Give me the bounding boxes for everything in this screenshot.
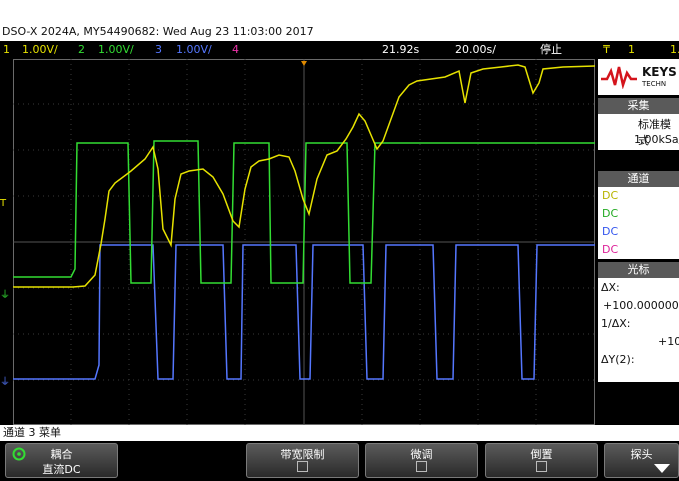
channel-2-trace bbox=[13, 140, 595, 284]
waveform-graticule-svg bbox=[13, 59, 595, 425]
acquisition-header: 采集 bbox=[598, 98, 679, 114]
trigger-source[interactable]: 1 bbox=[628, 43, 635, 56]
channel-2-coupling: DC bbox=[602, 207, 619, 220]
softkey-bar: 通道 3 菜单 耦合 直流DC 带宽限制 微调 倒置 探头 bbox=[0, 425, 679, 481]
invert-label: 倒置 bbox=[530, 448, 553, 461]
trigger-position-marker bbox=[301, 61, 307, 66]
waveform-display[interactable] bbox=[13, 59, 595, 425]
coupling-label: 耦合 bbox=[50, 448, 73, 461]
cursor-inverse-dx-value: +10 bbox=[658, 335, 679, 348]
coupling-softkey[interactable]: 耦合 直流DC bbox=[5, 443, 118, 478]
cursor-dx-value: +100.000000 bbox=[603, 299, 679, 312]
channel-1-scale[interactable]: 1.00V/ bbox=[22, 43, 58, 56]
channel-3-trace bbox=[13, 244, 595, 380]
trigger-mode-icon: ₸ bbox=[603, 43, 610, 56]
cursor-dx-label: ΔX: bbox=[601, 281, 620, 294]
brand-sub-text: TECHN bbox=[642, 80, 667, 88]
bandwidth-limit-label: 带宽限制 bbox=[280, 448, 325, 461]
keysight-wave-icon bbox=[601, 66, 637, 89]
channel-4-number[interactable]: 4 bbox=[232, 43, 239, 56]
channel-2-number[interactable]: 2 bbox=[78, 43, 85, 56]
right-info-panel: KEYS TECHN 采集 标准模式 1.00kSa/ 通道 DC DC DC … bbox=[598, 59, 679, 425]
status-bar: 1 1.00V/ 2 1.00V/ 3 1.00V/ 4 21.92s 20.0… bbox=[0, 41, 679, 59]
trigger-level-marker[interactable]: T bbox=[0, 198, 7, 209]
bandwidth-limit-checkbox[interactable] bbox=[296, 461, 308, 472]
info-bar: DSO-X 2024A, MY54490682: Wed Aug 23 11:0… bbox=[0, 22, 679, 41]
brand-logo-text: KEYS bbox=[642, 65, 677, 79]
channel-3-coupling: DC bbox=[602, 225, 619, 238]
invert-softkey[interactable]: 倒置 bbox=[485, 443, 598, 478]
channel-1-coupling: DC bbox=[602, 189, 619, 202]
bandwidth-limit-softkey[interactable]: 带宽限制 bbox=[246, 443, 359, 478]
channel-3-ground-marker[interactable]: ⏚ bbox=[0, 377, 10, 388]
probe-label: 探头 bbox=[630, 448, 653, 461]
coupling-value: 直流DC bbox=[42, 463, 81, 476]
cursor-readout[interactable]: ΔX: +100.000000 1/ΔX: +10 ΔY(2): bbox=[598, 278, 679, 382]
fine-adjust-checkbox[interactable] bbox=[415, 461, 427, 472]
channel-1-trace bbox=[13, 64, 595, 288]
run-state[interactable]: 停止 bbox=[540, 43, 562, 56]
acquisition-body[interactable]: 标准模式 1.00kSa/ bbox=[598, 114, 679, 150]
fine-adjust-softkey[interactable]: 微调 bbox=[365, 443, 478, 478]
channel-panel-header: 通道 bbox=[598, 171, 679, 187]
channel-coupling-list[interactable]: DC DC DC DC bbox=[598, 187, 679, 259]
channel-3-scale[interactable]: 1.00V/ bbox=[176, 43, 212, 56]
timebase-delay[interactable]: 21.92s bbox=[382, 43, 420, 56]
entry-knob-icon bbox=[12, 447, 26, 461]
channel-1-number[interactable]: 1 bbox=[3, 43, 10, 56]
channel-2-ground-marker[interactable]: ⏚ bbox=[0, 290, 10, 301]
cursor-inverse-dx-label: 1/ΔX: bbox=[601, 317, 631, 330]
probe-softkey[interactable]: 探头 bbox=[604, 443, 679, 478]
keysight-logo: KEYS TECHN bbox=[598, 59, 679, 95]
invert-checkbox[interactable] bbox=[535, 461, 547, 472]
menu-title: 通道 3 菜单 bbox=[0, 425, 679, 441]
channel-2-scale[interactable]: 1.00V/ bbox=[98, 43, 134, 56]
sample-rate: 1.00kSa/ bbox=[634, 133, 679, 146]
timebase-scale[interactable]: 20.00s/ bbox=[455, 43, 496, 56]
channel-3-number[interactable]: 3 bbox=[155, 43, 162, 56]
trigger-level[interactable]: 1. bbox=[670, 43, 679, 56]
acquisition-mode: 标准模式 bbox=[638, 118, 671, 147]
device-title: DSO-X 2024A, MY54490682: Wed Aug 23 11:0… bbox=[2, 25, 314, 38]
cursor-panel-header: 光标 bbox=[598, 262, 679, 278]
submenu-arrow-icon bbox=[654, 464, 670, 473]
cursor-dy-label: ΔY(2): bbox=[601, 353, 635, 366]
channel-4-coupling: DC bbox=[602, 243, 619, 256]
window-titlebar bbox=[0, 0, 679, 22]
fine-adjust-label: 微调 bbox=[410, 448, 433, 461]
